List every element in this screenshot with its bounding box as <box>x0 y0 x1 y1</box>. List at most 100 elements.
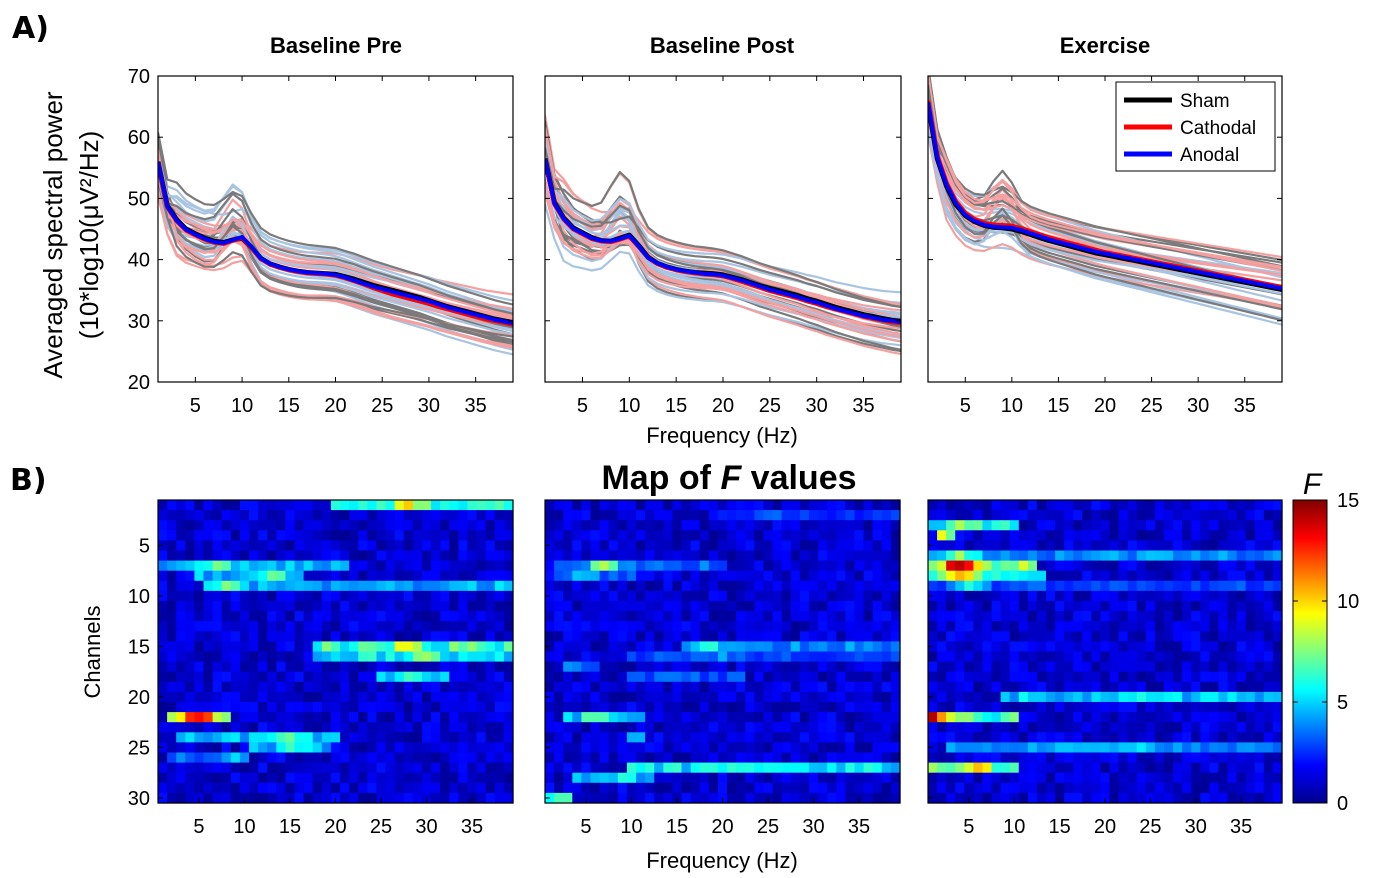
heatmap-cell <box>955 560 965 572</box>
heatmap-cell <box>1118 742 1129 754</box>
heatmap-cell <box>863 792 874 804</box>
heatmap-cell <box>1091 722 1102 733</box>
heatmap-cell <box>330 671 341 683</box>
heatmap-cell <box>636 732 646 743</box>
heatmap-cell <box>349 742 359 754</box>
heatmap-cell <box>645 782 655 794</box>
heatmap-cell <box>854 691 865 703</box>
heatmap-cell <box>799 510 810 521</box>
heatmap-cell <box>1227 641 1238 653</box>
heatmap-cell <box>494 520 505 531</box>
heatmap-cell <box>937 782 947 794</box>
heatmap-cell <box>863 742 874 754</box>
heatmap-cell <box>485 631 496 642</box>
heatmap-cell <box>321 590 332 602</box>
heatmap-cell <box>636 580 646 592</box>
heatmap-cell <box>736 712 746 723</box>
heatmap-cell <box>1036 590 1047 602</box>
heatmap-cell <box>1000 671 1011 683</box>
heatmap-cell <box>194 742 205 754</box>
heatmap-cell <box>494 712 505 723</box>
heatmap-cell <box>690 500 701 511</box>
heatmap-cell <box>1272 621 1283 632</box>
heatmap-cell <box>449 611 459 622</box>
heatmap-cell <box>545 661 555 673</box>
heatmap-cell <box>440 510 450 521</box>
heatmap-cell <box>626 722 637 733</box>
heatmap-cell <box>349 661 359 673</box>
heatmap-cell <box>358 631 368 642</box>
heatmap-cell <box>845 752 856 764</box>
heatmap-cell <box>1127 782 1138 794</box>
heatmap-cell <box>385 530 396 541</box>
heatmap-cell <box>249 641 259 653</box>
heatmap-cell <box>485 621 496 632</box>
heatmap-cell <box>503 661 514 673</box>
heatmap-cell <box>230 611 241 622</box>
heatmap-cell <box>818 702 828 713</box>
heatmap-cell <box>845 631 856 642</box>
heatmap-cell <box>412 681 423 693</box>
heatmap-cell <box>563 500 573 511</box>
heatmap-cell <box>808 540 819 552</box>
heatmap-cell <box>1218 560 1229 572</box>
heatmap-cell <box>1145 651 1156 663</box>
heatmap-cell <box>449 570 459 582</box>
heatmap-cell <box>1173 691 1183 703</box>
heatmap-cell <box>321 722 332 733</box>
heatmap-cell <box>836 792 846 804</box>
heatmap-cell <box>1272 681 1283 693</box>
heatmap-cell <box>367 732 378 743</box>
heatmap-cell <box>431 661 441 673</box>
heatmap-cell <box>421 500 432 511</box>
heatmap-cell <box>340 681 350 693</box>
heatmap-cell <box>681 752 692 764</box>
heatmap-cell <box>1000 732 1011 743</box>
heatmap-cell <box>699 570 710 582</box>
heatmap-cell <box>285 590 296 602</box>
heatmap-cell <box>367 651 378 663</box>
heatmap-cell <box>385 570 396 582</box>
heatmap-cell <box>1263 651 1274 663</box>
heatmap-cell <box>321 702 332 713</box>
heatmap-cell <box>194 762 205 774</box>
heatmap-cell <box>276 580 287 592</box>
heatmap-cell <box>608 712 619 723</box>
heatmap-cell <box>808 510 819 521</box>
heatmap-cell <box>1082 651 1092 663</box>
heatmap-cell <box>818 681 828 693</box>
heatmap-cell <box>1200 570 1210 582</box>
heatmap-cell <box>1046 611 1056 622</box>
heatmap-cell <box>403 641 414 653</box>
heatmap-cell <box>708 580 719 592</box>
heatmap-cell <box>167 651 177 663</box>
heatmap-cell <box>1236 732 1247 743</box>
heatmap-cell <box>294 631 305 642</box>
heatmap-cell <box>763 671 774 683</box>
heatmap-cell <box>394 540 405 552</box>
heatmap-cell <box>221 641 232 653</box>
heatmap-cell <box>1209 651 1220 663</box>
heatmap-cell <box>845 782 856 794</box>
heatmap-cell <box>1218 641 1229 653</box>
heatmap-cell <box>699 580 710 592</box>
heatmap-cell <box>1109 510 1120 521</box>
heatmap-cell <box>1227 752 1238 764</box>
heatmap-cell <box>982 651 993 663</box>
heatmap-cell <box>1109 691 1120 703</box>
heatmap-cell <box>818 550 828 562</box>
heatmap-cell <box>485 762 496 774</box>
heatmap-cell <box>1127 691 1138 703</box>
heatmap-cell <box>185 732 196 743</box>
heatmap-cell <box>799 651 810 663</box>
heatmap-cell <box>276 691 287 703</box>
heatmap-cell <box>221 520 232 531</box>
heatmap-cell <box>754 631 765 642</box>
heatmap-cell <box>476 651 487 663</box>
heatmap-cell <box>699 742 710 754</box>
heatmap-cell <box>717 540 728 552</box>
heatmap-cell <box>421 732 432 743</box>
heatmap-cell <box>672 671 683 683</box>
heatmap-cell <box>863 611 874 622</box>
x-tick-label: 15 <box>1047 395 1069 417</box>
